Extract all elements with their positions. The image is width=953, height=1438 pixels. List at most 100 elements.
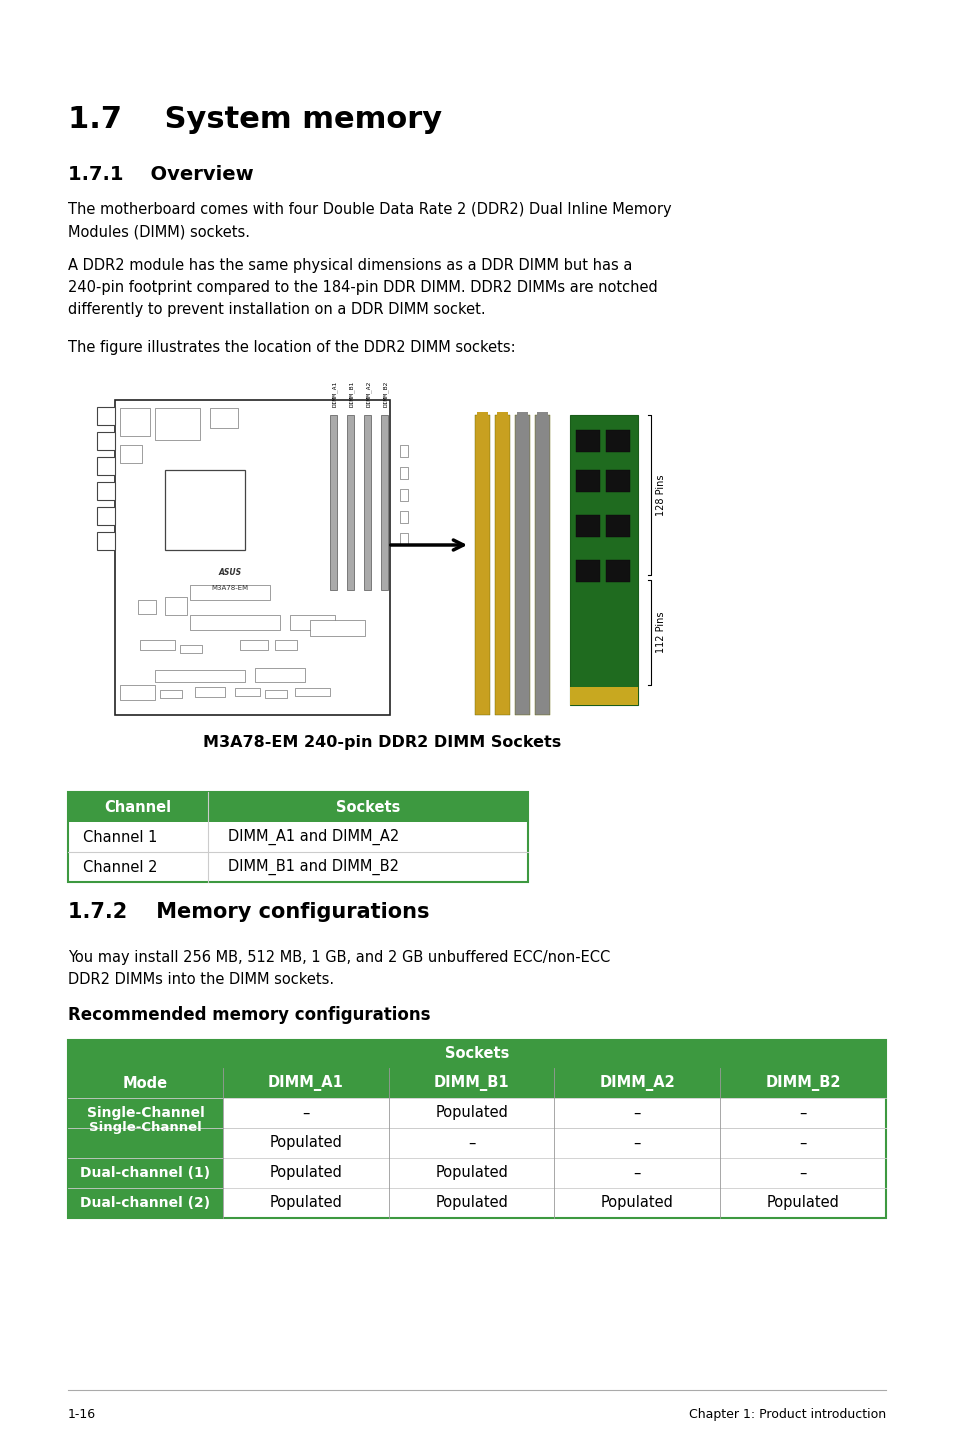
Text: Mode: Mode xyxy=(123,1076,168,1090)
Bar xyxy=(535,416,550,715)
Bar xyxy=(68,792,527,823)
Text: 1-16: 1-16 xyxy=(68,1408,96,1421)
Bar xyxy=(68,1040,885,1068)
Bar xyxy=(68,792,527,881)
Bar xyxy=(68,1099,223,1127)
Bar xyxy=(223,1127,885,1158)
Bar xyxy=(97,407,115,426)
Bar xyxy=(605,515,629,536)
Text: M3A78-EM: M3A78-EM xyxy=(212,585,249,591)
Text: 1.7    System memory: 1.7 System memory xyxy=(68,105,441,134)
Bar xyxy=(138,600,156,614)
Text: Channel 1: Channel 1 xyxy=(83,830,157,844)
Bar xyxy=(180,646,202,653)
Bar xyxy=(140,640,174,650)
Text: –: – xyxy=(633,1136,640,1150)
Text: Sockets: Sockets xyxy=(444,1047,509,1061)
Bar xyxy=(310,620,365,636)
Text: Populated: Populated xyxy=(766,1195,839,1211)
Bar xyxy=(380,416,388,590)
Text: M3A78-EM 240-pin DDR2 DIMM Sockets: M3A78-EM 240-pin DDR2 DIMM Sockets xyxy=(203,735,561,751)
Bar xyxy=(160,690,182,697)
Text: A DDR2 module has the same physical dimensions as a DDR DIMM but has a
240-pin f: A DDR2 module has the same physical dime… xyxy=(68,257,657,318)
Text: DIMM_B2: DIMM_B2 xyxy=(764,1076,840,1091)
Bar xyxy=(190,585,270,600)
Bar xyxy=(576,430,599,452)
Text: Populated: Populated xyxy=(269,1166,342,1181)
Bar xyxy=(569,687,638,705)
Bar xyxy=(537,413,547,420)
Text: 128 Pins: 128 Pins xyxy=(656,475,665,516)
Bar xyxy=(120,684,154,700)
Bar xyxy=(154,670,245,682)
Bar xyxy=(495,416,510,715)
Text: DIMM_A1: DIMM_A1 xyxy=(268,1076,343,1091)
Text: Populated: Populated xyxy=(269,1136,342,1150)
Text: DIMM_B1: DIMM_B1 xyxy=(434,1076,509,1091)
Text: Populated: Populated xyxy=(600,1195,673,1211)
Bar xyxy=(399,489,408,500)
Text: DIMM_B1 and DIMM_B2: DIMM_B1 and DIMM_B2 xyxy=(228,858,398,876)
Text: –: – xyxy=(302,1106,309,1120)
Bar xyxy=(294,687,330,696)
Text: DIMM_A1: DIMM_A1 xyxy=(332,381,337,407)
Text: DIMM_A2: DIMM_A2 xyxy=(598,1076,675,1091)
Bar xyxy=(576,559,599,582)
Bar xyxy=(68,1068,885,1099)
Bar xyxy=(115,400,390,715)
Text: Channel: Channel xyxy=(104,800,172,814)
Text: Recommended memory configurations: Recommended memory configurations xyxy=(68,1007,430,1024)
Bar xyxy=(97,508,115,525)
Bar xyxy=(515,416,530,715)
Bar xyxy=(399,510,408,523)
Bar xyxy=(265,690,287,697)
Bar xyxy=(475,416,490,715)
Bar xyxy=(97,532,115,549)
Bar xyxy=(576,515,599,536)
Text: –: – xyxy=(468,1136,475,1150)
Bar xyxy=(347,416,354,590)
Text: DIMM_A1 and DIMM_A2: DIMM_A1 and DIMM_A2 xyxy=(228,828,399,846)
Bar xyxy=(240,640,268,650)
Bar xyxy=(68,1099,223,1158)
Bar xyxy=(223,1158,885,1188)
Text: Single-Channel: Single-Channel xyxy=(87,1106,204,1120)
Bar xyxy=(290,615,335,630)
Text: DIMM_B2: DIMM_B2 xyxy=(382,381,388,407)
Bar xyxy=(517,413,527,420)
Bar xyxy=(190,615,280,630)
Bar xyxy=(476,413,488,420)
Bar xyxy=(399,533,408,545)
Text: The motherboard comes with four Double Data Rate 2 (DDR2) Dual Inline Memory
Mod: The motherboard comes with four Double D… xyxy=(68,201,671,239)
Bar xyxy=(234,687,260,696)
Bar xyxy=(68,1158,223,1188)
Bar xyxy=(154,408,200,440)
Text: Chapter 1: Product introduction: Chapter 1: Product introduction xyxy=(688,1408,885,1421)
Text: Populated: Populated xyxy=(269,1195,342,1211)
Text: –: – xyxy=(799,1106,806,1120)
Bar xyxy=(399,444,408,457)
Text: –: – xyxy=(633,1106,640,1120)
Bar xyxy=(254,669,305,682)
Text: –: – xyxy=(633,1166,640,1181)
Text: The figure illustrates the location of the DDR2 DIMM sockets:: The figure illustrates the location of t… xyxy=(68,339,515,355)
Bar xyxy=(210,408,237,429)
Bar xyxy=(399,467,408,479)
Bar xyxy=(330,416,336,590)
Text: Populated: Populated xyxy=(435,1106,508,1120)
Bar xyxy=(497,413,507,420)
Text: 112 Pins: 112 Pins xyxy=(656,611,665,653)
Text: ASUS: ASUS xyxy=(218,568,241,577)
Bar xyxy=(576,470,599,492)
Bar xyxy=(97,482,115,500)
Bar xyxy=(68,1188,223,1218)
Text: Sockets: Sockets xyxy=(335,800,399,814)
Bar xyxy=(165,597,187,615)
Text: You may install 256 MB, 512 MB, 1 GB, and 2 GB unbuffered ECC/non-ECC
DDR2 DIMMs: You may install 256 MB, 512 MB, 1 GB, an… xyxy=(68,951,610,988)
Bar xyxy=(68,851,527,881)
Bar xyxy=(223,1099,885,1127)
Text: 1.7.1    Overview: 1.7.1 Overview xyxy=(68,165,253,184)
Bar xyxy=(605,470,629,492)
Text: DIMM_A2: DIMM_A2 xyxy=(365,381,371,407)
Bar xyxy=(364,416,371,590)
